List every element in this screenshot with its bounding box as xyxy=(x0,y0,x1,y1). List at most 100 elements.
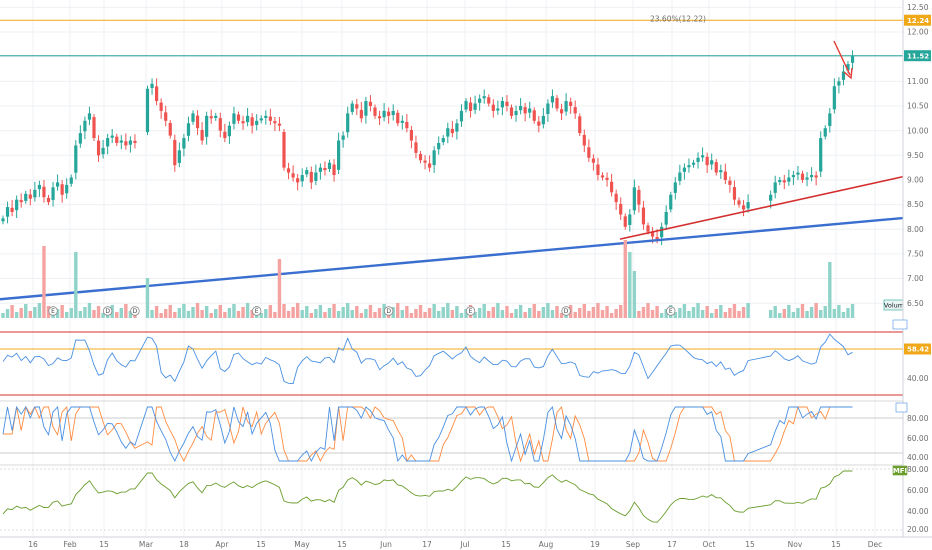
candle-body xyxy=(78,133,82,144)
volume-bar xyxy=(473,312,477,318)
candle-body xyxy=(823,128,827,137)
event-marker xyxy=(465,306,476,316)
candle-body xyxy=(778,179,782,183)
candle-body xyxy=(732,187,737,200)
candle-body xyxy=(464,101,468,110)
volume-bar xyxy=(782,309,786,318)
volume-bar xyxy=(314,309,318,318)
time-tick-label: 17 xyxy=(667,540,677,549)
mfi-tick-label: 40.00 xyxy=(907,507,929,516)
trendline-blue xyxy=(0,214,932,301)
candle-body xyxy=(741,205,746,210)
candle-body xyxy=(591,158,595,163)
candle-body xyxy=(318,167,322,172)
candle-body xyxy=(705,156,709,166)
volume-bar xyxy=(773,306,777,318)
mfi-panel xyxy=(0,468,903,531)
volume-bar xyxy=(346,303,350,318)
volume-bar xyxy=(159,313,163,318)
volume-bar xyxy=(291,307,295,318)
candle-body xyxy=(296,178,300,183)
candle-body xyxy=(145,88,150,133)
volume-bar xyxy=(60,305,64,318)
volume-bar xyxy=(65,312,69,318)
candle-body xyxy=(409,130,413,141)
volume-bar xyxy=(700,310,705,318)
volume-bar xyxy=(87,303,92,318)
volume-bar xyxy=(537,311,541,318)
volume-bar xyxy=(204,306,209,318)
candle-body xyxy=(133,140,137,143)
candle-body xyxy=(164,112,168,121)
volume-bar xyxy=(264,309,268,318)
candle-body xyxy=(323,167,327,171)
volume-bar xyxy=(437,311,441,318)
candle-body xyxy=(186,123,191,136)
time-tick-label: Oct xyxy=(703,540,716,549)
candle-body xyxy=(637,189,641,205)
event-marker xyxy=(666,306,676,316)
arrow-head xyxy=(843,67,853,80)
candle-body xyxy=(437,142,441,150)
volume-bar xyxy=(28,311,32,318)
candle-body xyxy=(600,175,605,178)
candle-body xyxy=(218,118,222,131)
volume-bar xyxy=(177,308,182,318)
event-marker-letter: E xyxy=(669,308,673,315)
candle-body xyxy=(468,102,473,111)
candle-body xyxy=(5,207,10,217)
time-tick-label: 15 xyxy=(337,540,347,549)
candle-body xyxy=(124,141,128,146)
volume-bar xyxy=(532,304,536,318)
event-marker-letter: D xyxy=(564,308,569,315)
candle-body xyxy=(173,140,177,166)
volume-bar xyxy=(796,308,800,318)
candle-body xyxy=(632,187,636,211)
price-panel[interactable]: 23.60%(12.22) xyxy=(0,15,932,301)
candle-body xyxy=(168,123,172,136)
candle-body xyxy=(305,170,309,175)
candle-body xyxy=(177,150,181,163)
candle-body xyxy=(428,163,432,168)
candle-body xyxy=(696,157,700,162)
volume-bar xyxy=(582,304,586,318)
volume-bar xyxy=(396,303,400,318)
candle-body xyxy=(236,114,241,121)
candle-body xyxy=(405,121,409,129)
candle-body xyxy=(42,186,46,198)
candle-body xyxy=(268,116,272,121)
volume-bar xyxy=(800,304,805,318)
volume-bar xyxy=(600,310,605,318)
volume-bar xyxy=(42,246,46,318)
time-tick-label: 15 xyxy=(745,540,755,549)
candle-body xyxy=(368,101,373,106)
volume-bar xyxy=(596,303,600,318)
candle-body xyxy=(728,180,732,185)
volume-bar xyxy=(432,304,436,318)
time-tick-label: 17 xyxy=(422,540,432,549)
volume-bar xyxy=(191,307,195,318)
candle-body xyxy=(814,175,818,178)
event-marker xyxy=(102,306,113,316)
volume-bar xyxy=(550,310,555,318)
volume-bar xyxy=(682,304,687,318)
volume-bar xyxy=(227,308,232,318)
candle-body xyxy=(537,121,541,126)
candle-body xyxy=(182,138,186,149)
volume-bar xyxy=(186,311,191,318)
volume-bar xyxy=(518,305,523,318)
volume-panel: E D D E D E D E Volume xyxy=(1,240,909,318)
candle-body xyxy=(423,160,427,163)
candle-body xyxy=(523,107,527,114)
time-tick-label: 19 xyxy=(590,540,600,549)
candle-body xyxy=(719,170,723,173)
volume-bar xyxy=(69,308,73,318)
candle-body xyxy=(195,115,200,129)
time-tick-label: Jul xyxy=(459,540,469,549)
volume-bar xyxy=(591,307,596,318)
event-marker xyxy=(130,306,140,316)
event-marker xyxy=(383,306,394,316)
price-tick-label: 7.00 xyxy=(907,274,924,283)
volume-bar xyxy=(332,304,336,318)
